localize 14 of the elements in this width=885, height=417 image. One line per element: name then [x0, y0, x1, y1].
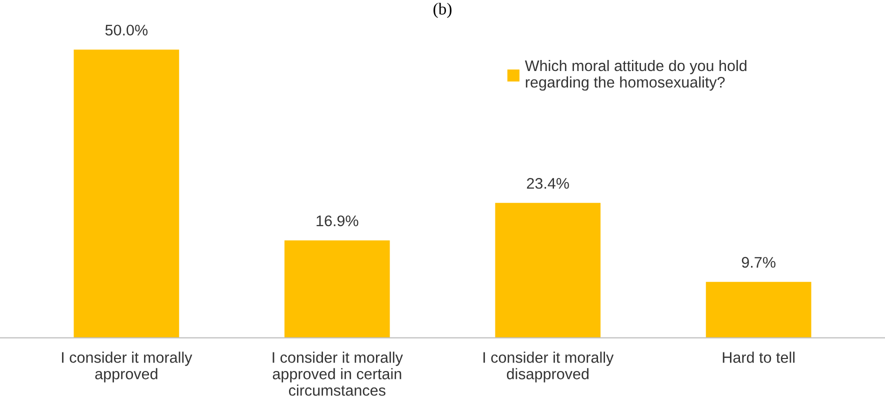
bar [495, 202, 601, 338]
legend-label: Which moral attitude do you hold regarding the homosexuality? [524, 60, 746, 91]
x-tick-label: I consider it morally disapproved [483, 352, 614, 382]
data-label: 16.9% [316, 215, 358, 226]
bar [706, 282, 812, 338]
data-label: 23.4% [526, 178, 569, 189]
x-tick-label: I consider it morally approved [62, 352, 192, 382]
data-label: 9.7% [742, 256, 776, 268]
bar [74, 50, 180, 338]
data-label: 50.0% [105, 24, 148, 36]
bar [284, 240, 390, 338]
chart-title: (b) [434, 2, 452, 18]
x-tick-label: Hard to tell [722, 352, 794, 363]
x-tick-label: I consider it morally approved in certain circumstances [272, 352, 403, 396]
